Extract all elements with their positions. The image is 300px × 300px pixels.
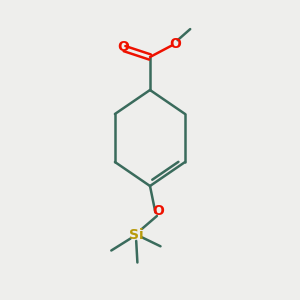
Text: O: O: [117, 40, 129, 54]
Text: Si: Si: [129, 228, 143, 242]
Text: O: O: [169, 37, 181, 51]
Text: O: O: [152, 204, 164, 218]
